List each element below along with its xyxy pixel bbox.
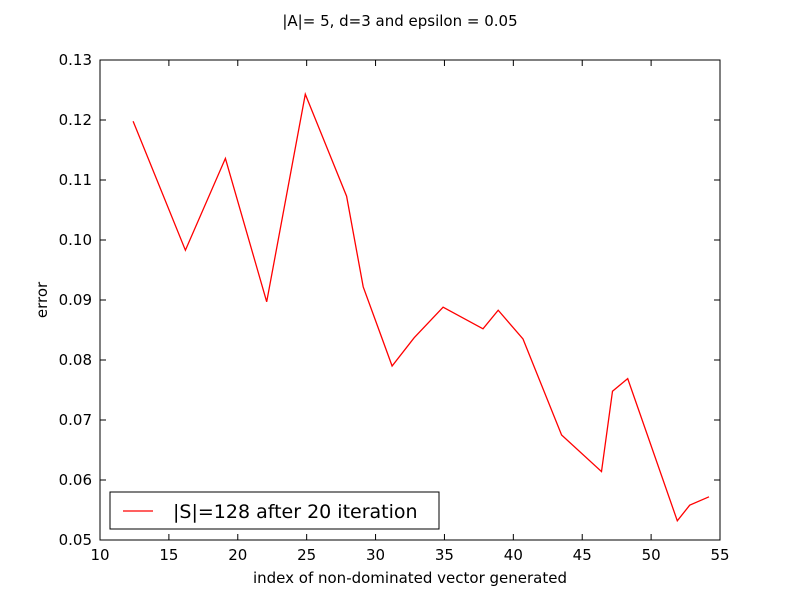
- y-axis-label: error: [33, 281, 51, 318]
- y-tick-label: 0.08: [59, 351, 92, 369]
- x-tick-label: 45: [573, 546, 592, 564]
- x-tick-label: 35: [435, 546, 454, 564]
- y-tick-label: 0.07: [59, 411, 92, 429]
- y-tick-label: 0.11: [59, 171, 92, 189]
- axis-ticks: [99, 59, 721, 541]
- x-tick-label: 40: [504, 546, 523, 564]
- y-tick-label: 0.12: [59, 111, 92, 129]
- legend: |S|=128 after 20 iteration: [109, 491, 440, 530]
- x-tick-label: 15: [159, 546, 178, 564]
- y-tick-label: 0.13: [59, 51, 92, 69]
- axis-tick-labels: 10 15 20 25 30 35 40 45 50 55 0.05 0.06 0.07 0.08 0.09…: [59, 51, 730, 564]
- x-tick-label: 25: [297, 546, 316, 564]
- x-tick-label: 30: [366, 546, 385, 564]
- y-tick-label: 0.05: [59, 531, 92, 549]
- x-tick-label: 10: [90, 546, 109, 564]
- x-tick-label: 50: [642, 546, 661, 564]
- x-tick-label: 20: [228, 546, 247, 564]
- legend-label: |S|=128 after 20 iteration: [173, 501, 418, 523]
- x-axis-label: index of non-dominated vector generated: [253, 569, 567, 587]
- chart-title: |A|= 5, d=3 and epsilon = 0.05: [282, 12, 517, 30]
- plot-frame: [99, 59, 721, 541]
- y-tick-label: 0.09: [59, 291, 92, 309]
- y-tick-label: 0.06: [59, 471, 92, 489]
- y-tick-label: 0.10: [59, 231, 92, 249]
- series-line: [132, 91, 710, 523]
- x-tick-label: 55: [710, 546, 729, 564]
- legend-box: [109, 491, 440, 530]
